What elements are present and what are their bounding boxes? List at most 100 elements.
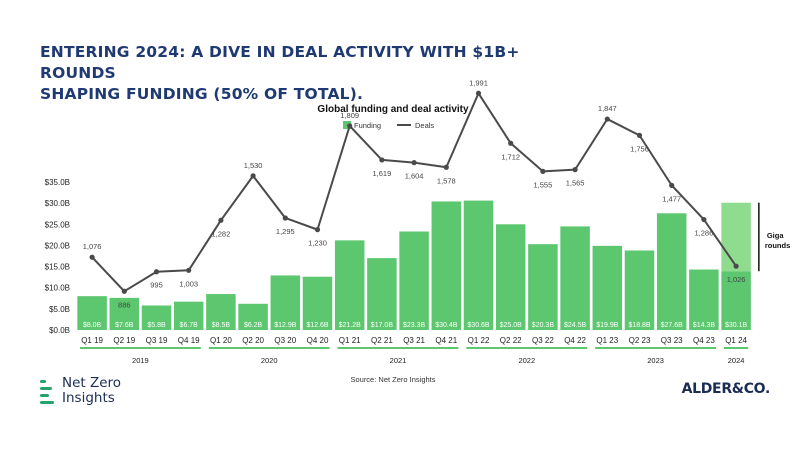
net-zero-line-2: Insights [62,390,115,406]
year-label: 2019 [132,356,149,365]
funding-bar [656,213,687,330]
y-tick-label: $25.0B [45,220,70,229]
funding-value-label: $30.4B [435,322,458,329]
x-tick-label: Q3 23 [661,336,683,345]
funding-value-label: $27.6B [661,322,684,329]
funding-value-label: $21.2B [339,322,362,329]
deals-value-label: 1,026 [727,275,746,284]
funding-value-label: $25.0B [500,322,523,329]
y-tick-label: $30.0B [45,199,70,208]
x-tick-label: Q1 20 [210,336,232,345]
funding-bar [495,224,526,330]
funding-bar [592,245,623,330]
x-tick-label: Q1 19 [81,336,103,345]
funding-value-label: $7.6B [115,322,134,329]
funding-value-label: $30.6B [467,322,490,329]
deals-point [218,217,224,223]
x-tick-label: Q3 19 [146,336,168,345]
headline-line-2: SHAPING FUNDING (50% OF TOTAL). [40,85,364,103]
funding-value-label: $8.0B [83,322,102,329]
deals-value-label: 1,530 [244,161,263,170]
funding-bar [270,275,301,330]
deals-value-label: 1,604 [405,172,424,181]
headline: ENTERING 2024: A DIVE IN DEAL ACTIVITY W… [40,42,600,105]
funding-value-label: $6.2B [244,322,263,329]
deals-point [540,168,546,174]
year-label: 2020 [261,356,278,365]
funding-bar [431,201,462,330]
deals-value-label: 1,555 [534,180,553,189]
funding-value-label: $24.5B [564,322,587,329]
chart-source: Source: Net Zero Insights [350,375,435,384]
year-label: 2022 [518,356,535,365]
legend-funding-label: Funding [354,121,381,130]
x-tick-label: Q4 21 [435,336,457,345]
headline-line-1: ENTERING 2024: A DIVE IN DEAL ACTIVITY W… [40,43,520,82]
deals-point [153,269,160,275]
y-tick-label: $0.0B [49,326,70,335]
year-label: 2023 [647,356,664,365]
deals-value-label: 1,619 [373,169,392,178]
funding-bar-giga [721,202,751,272]
net-zero-icon [40,376,56,406]
deals-point [443,164,449,170]
deals-value-label: 886 [118,300,131,309]
deals-point [604,116,610,122]
deals-point [250,173,256,179]
x-tick-label: Q2 19 [113,336,135,345]
x-tick-label: Q2 20 [242,336,264,345]
year-label: 2021 [390,356,407,365]
y-tick-label: $10.0B [45,284,70,293]
funding-bar [206,294,236,330]
funding-bar [399,231,429,330]
funding-value-label: $14.3B [693,322,716,329]
deals-point [379,157,385,163]
x-tick-label: Q1 22 [468,336,490,345]
y-axis: $0.0B $5.0B $10.0B $15.0B $20.0B $25.0B $30.0B… [45,178,70,335]
funding-bar [624,250,655,330]
funding-bar [689,269,719,330]
funding-value-label: $12.9B [274,322,297,329]
deals-point [572,167,578,173]
deals-value-label: 1,565 [566,179,585,188]
funding-value-label: $5.8B [147,322,166,329]
deals-point [347,123,353,129]
giga-label-line-1: Giga [767,231,784,240]
funding-value-label: $19.9B [596,322,619,329]
x-tick-label: Q4 19 [178,336,200,345]
funding-bar [334,240,365,330]
y-tick-label: $5.0B [49,305,70,314]
net-zero-insights-logo: Net Zero Insights [40,376,121,406]
x-tick-label: Q2 23 [629,336,651,345]
legend-deals-label: Deals [415,121,434,130]
deals-value-label: 1,282 [212,229,231,238]
deals-value-label: 1,712 [501,152,520,161]
deals-line-series: 1,076 886 995 1,003 1,282 1,530 1,295 1,230 1,80… [83,78,746,309]
funding-value-label: $12.6B [306,322,329,329]
year-label: 2024 [728,356,745,365]
deals-value-label: 1,756 [630,144,649,153]
x-tick-label: Q1 23 [596,336,618,345]
y-tick-label: $15.0B [45,263,70,272]
net-zero-line-1: Net Zero [62,375,122,391]
funding-value-label: $8.5B [212,322,231,329]
deals-value-label: 1,991 [469,78,488,87]
deals-value-label: 1,003 [179,279,198,288]
x-axis: Q1 19 Q2 19 Q3 19 Q4 19 Q1 20 Q2 20 Q3 20 Q4 20… [81,336,747,345]
alder-co-logo: ALDER&CO. [681,381,771,397]
x-tick-label: Q1 24 [725,336,747,345]
x-tick-label: Q3 20 [274,336,296,345]
deals-value-label: 1,230 [308,239,327,248]
funding-bar-labels: $8.0B $7.6B $5.8B $6.7B $8.5B $6.2B $12.9B $12.… [83,322,748,329]
x-tick-label: Q3 22 [532,336,554,345]
funding-bar [77,296,107,330]
funding-value-label: $20.3B [532,322,555,329]
deals-point [282,215,288,221]
deals-point [186,267,192,273]
x-tick-label: Q4 22 [564,336,586,345]
funding-bar [173,301,204,330]
funding-value-label: $17.0B [371,322,394,329]
legend-funding-swatch [343,121,351,129]
